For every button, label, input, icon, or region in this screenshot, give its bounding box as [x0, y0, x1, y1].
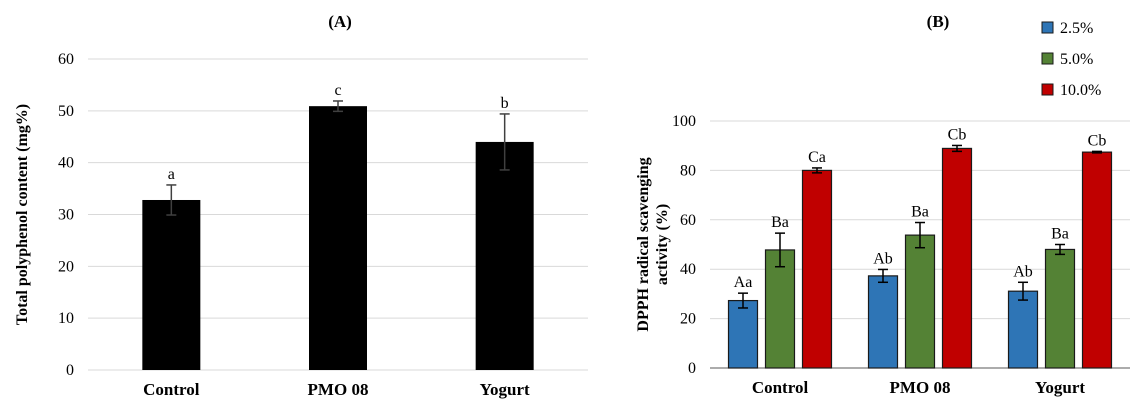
y-axis-label: DPPH radical scavenging activity (%) — [635, 157, 671, 331]
x-category-label: Control — [752, 378, 809, 397]
y-tick-label: 10 — [58, 310, 74, 327]
y-tick-label: 60 — [680, 212, 696, 229]
legend-label: 5.0% — [1060, 51, 1093, 68]
y-tick-label: 40 — [680, 261, 696, 278]
y-tick-label: 20 — [680, 311, 696, 328]
bar — [1007, 290, 1039, 369]
bar — [867, 275, 899, 369]
y-tick-label: 40 — [58, 155, 74, 172]
data-label: Ba — [1051, 226, 1069, 243]
y-tick-label: 20 — [58, 258, 74, 275]
y-tick-label: 100 — [672, 113, 696, 130]
legend-swatch — [1041, 83, 1054, 96]
x-category-label: Yogurt — [480, 380, 530, 399]
y-axis-label: Total polyphenol content (mg%) — [14, 104, 31, 325]
data-label: Aa — [734, 274, 753, 291]
bar — [1081, 151, 1113, 369]
chart-b: 0 20 40 60 80 100 (B) DPPH radical scavenging ac… — [635, 12, 1130, 397]
data-label: Ab — [873, 250, 893, 267]
y-tick-label: 0 — [688, 360, 696, 377]
y-tick-label: 50 — [58, 103, 74, 120]
chart-a: 0 10 20 30 40 50 60 (A) Total polyphenol content… — [14, 12, 588, 399]
bar — [764, 249, 796, 369]
y-tick-label: 0 — [66, 362, 74, 379]
y-tick-label: 80 — [680, 162, 696, 179]
bar — [142, 199, 201, 370]
bar — [904, 234, 936, 369]
bar — [941, 147, 973, 369]
bar — [801, 169, 833, 369]
data-label: Cb — [948, 126, 967, 143]
y-axis-label-line: activity (%) — [654, 204, 671, 285]
bar — [1044, 248, 1076, 369]
legend-swatch — [1041, 52, 1054, 65]
bar — [475, 141, 534, 370]
bar — [309, 106, 367, 370]
legend-label: 10.0% — [1060, 82, 1101, 99]
data-label: Ba — [771, 214, 789, 231]
y-tick-label: 60 — [58, 51, 74, 68]
data-label: a — [168, 166, 175, 183]
chart-title: (B) — [927, 12, 950, 31]
y-axis-label-line: DPPH radical scavenging — [635, 157, 652, 331]
y-tick-label: 30 — [58, 207, 74, 224]
legend-label: 2.5% — [1060, 20, 1093, 37]
data-label: c — [334, 82, 341, 99]
data-label: Ba — [911, 204, 929, 221]
data-label: Ca — [808, 149, 826, 166]
data-label: Cb — [1088, 132, 1107, 149]
bar — [727, 299, 759, 369]
x-category-label: Yogurt — [1035, 378, 1085, 397]
x-category-label: Control — [143, 380, 200, 399]
data-label: Ab — [1013, 263, 1033, 280]
chart-title: (A) — [328, 12, 352, 31]
x-category-label: PMO 08 — [890, 378, 951, 397]
data-label: b — [501, 95, 509, 112]
x-category-label: PMO 08 — [308, 380, 369, 399]
legend-swatch — [1041, 21, 1054, 34]
